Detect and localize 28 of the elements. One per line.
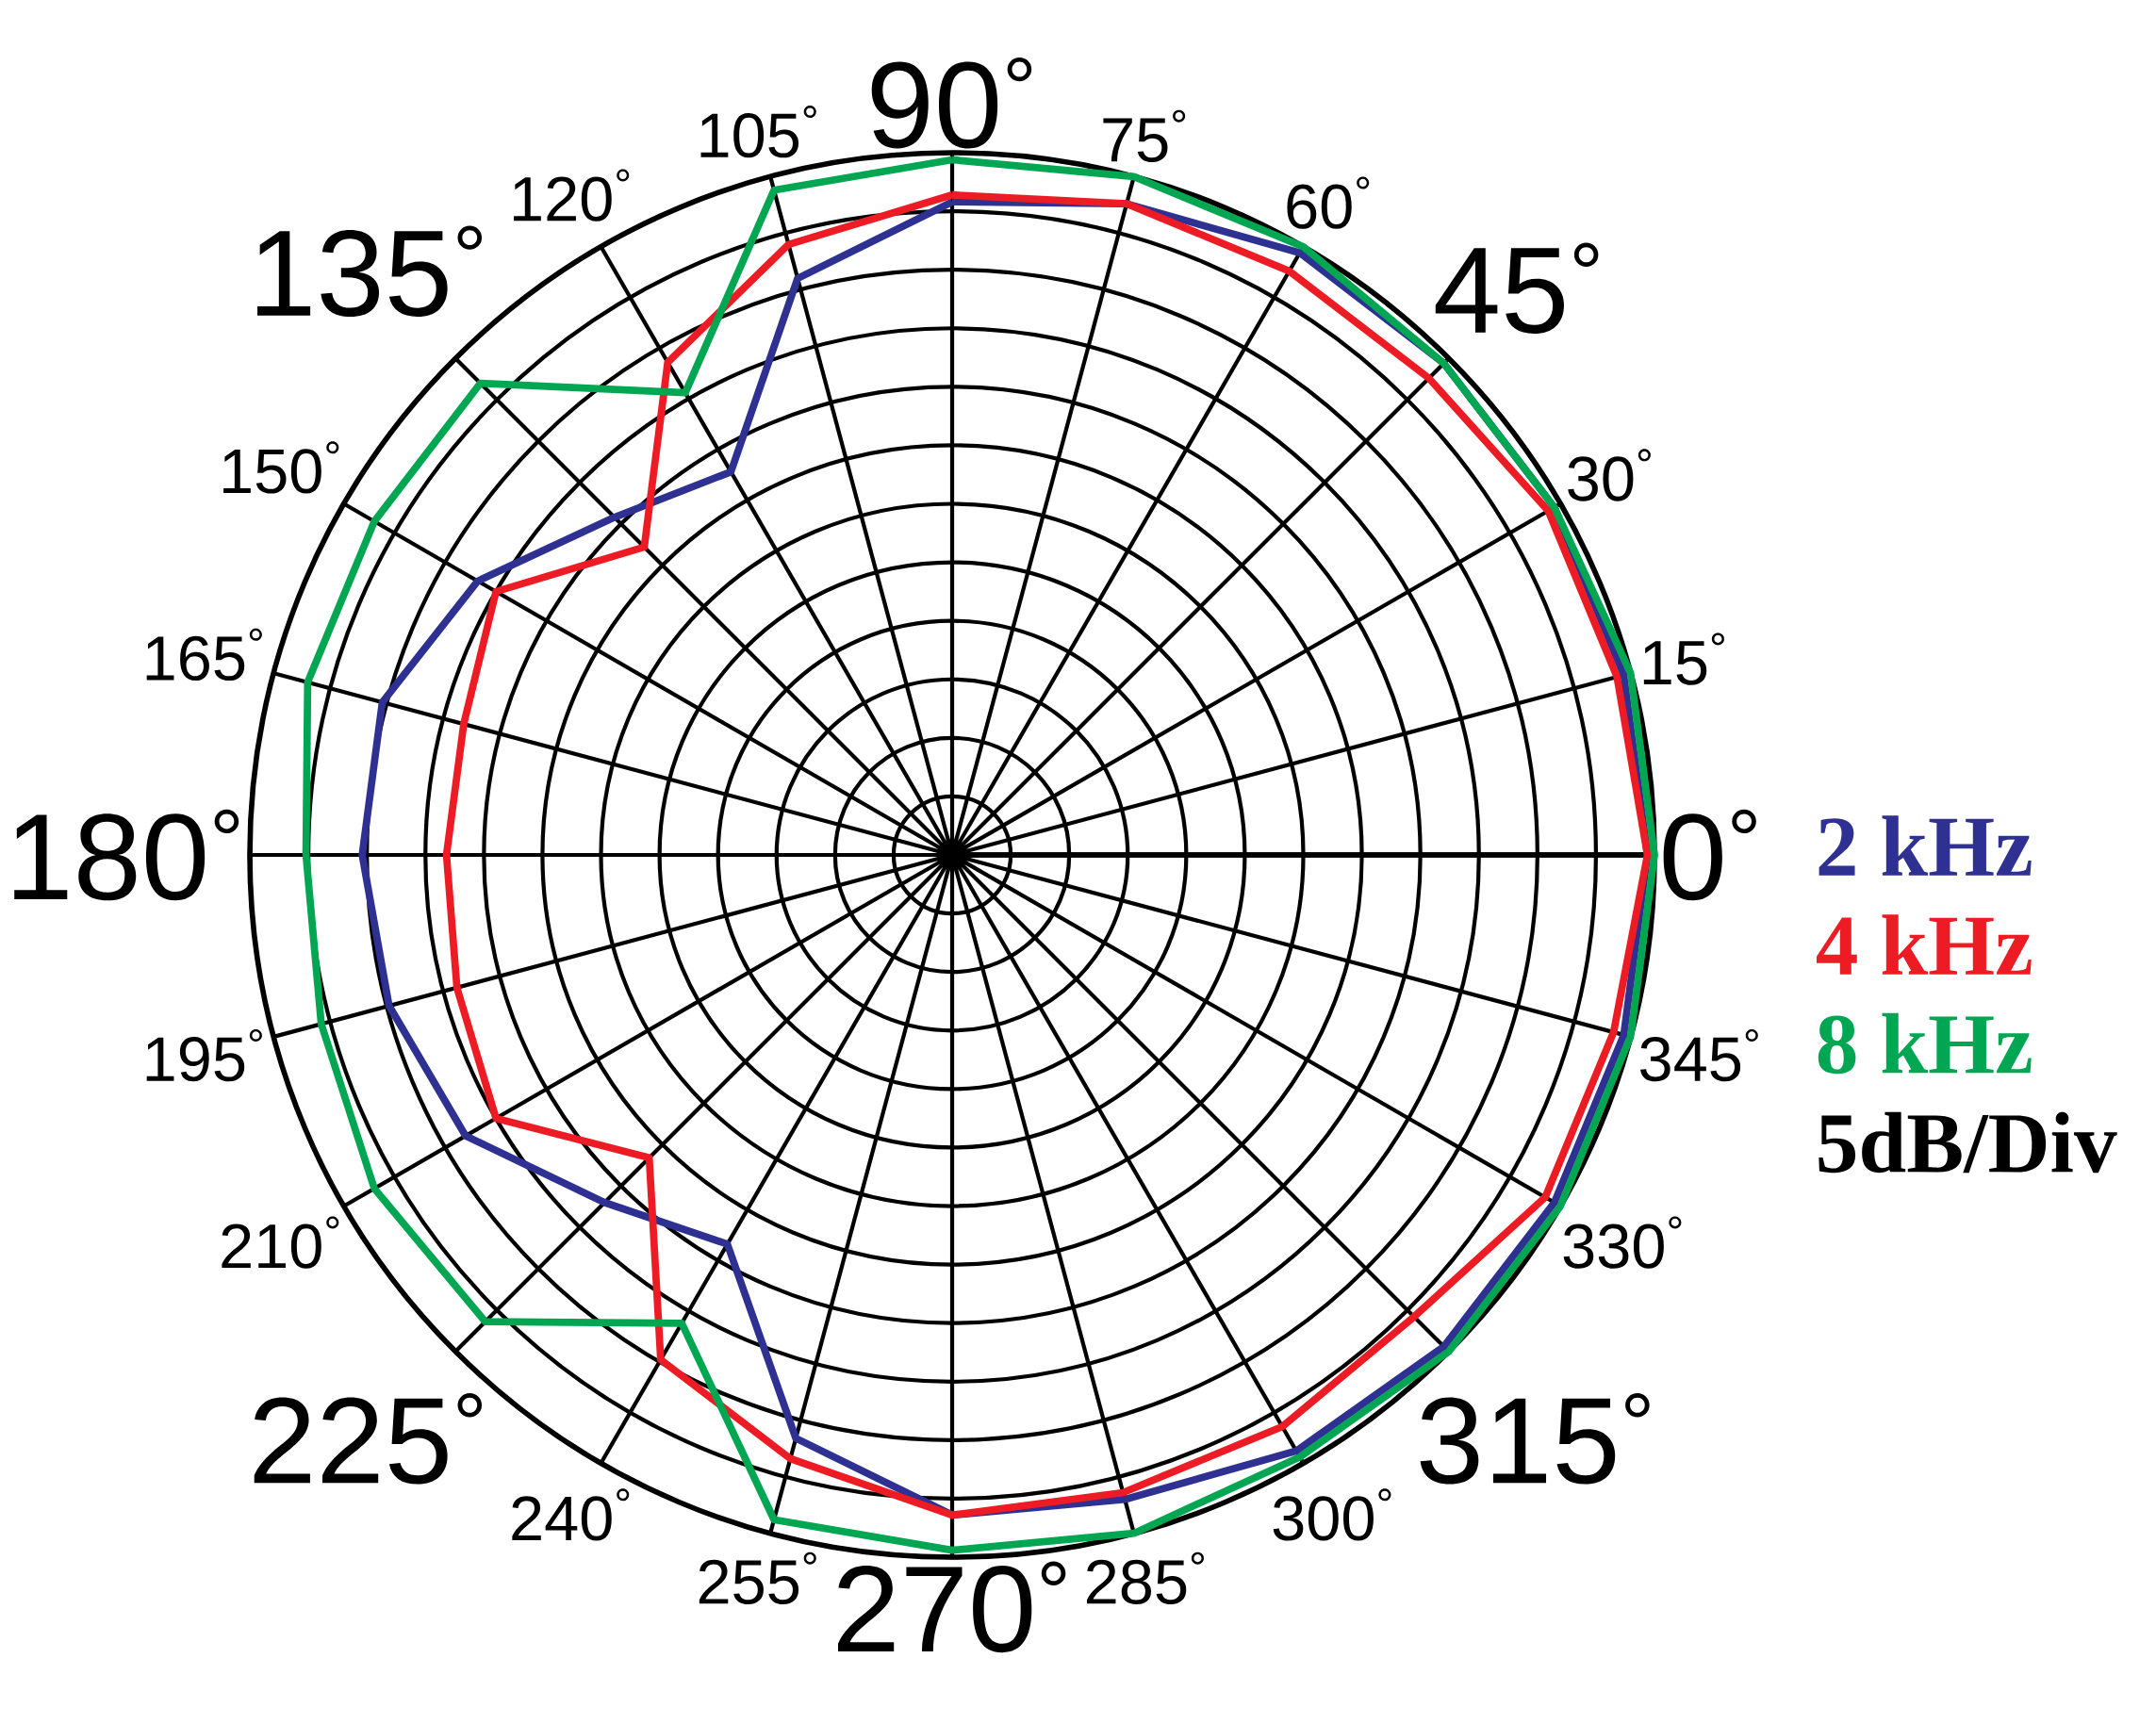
spoke-label: 165$^{°}$ <box>146 628 262 681</box>
spoke-label: 330$^{°}$ <box>1563 1216 1682 1269</box>
spoke-label: 75$^{°}$ <box>1103 109 1186 163</box>
spoke-label: 30$^{°}$ <box>1568 449 1651 501</box>
spoke-label: 180$^{°}$ <box>14 809 239 901</box>
spoke-label: 45$^{°}$ <box>1435 242 1599 335</box>
spoke-label: 300$^{°}$ <box>1273 1488 1391 1541</box>
spoke-label: 0$^{°}$ <box>1663 809 1756 901</box>
text: 8 kHz <box>1818 1012 2032 1075</box>
spoke-label: 150$^{°}$ <box>223 441 339 494</box>
spoke-label: 105$^{°}$ <box>700 106 816 158</box>
spoke-label: 210$^{°}$ <box>222 1216 339 1269</box>
text: 5dB/Div <box>1819 1111 2117 1174</box>
spoke-label: 15$^{°}$ <box>1643 632 1724 685</box>
spoke-label: 120$^{°}$ <box>514 169 630 222</box>
spoke-label: 240$^{°}$ <box>512 1488 630 1541</box>
spoke-label: 195$^{°}$ <box>146 1028 262 1082</box>
spoke-label: 225$^{°}$ <box>254 1393 483 1485</box>
spoke-label: 285$^{°}$ <box>1087 1552 1204 1605</box>
spoke-label: 135$^{°}$ <box>257 225 483 317</box>
spoke-label: 60$^{°}$ <box>1287 176 1370 229</box>
spoke-label: 270$^{°}$ <box>838 1561 1066 1653</box>
spoke-label: 345$^{°}$ <box>1640 1028 1758 1082</box>
series-label: 2 kHz <box>1819 815 2032 876</box>
spoke-label: 255$^{°}$ <box>699 1552 816 1605</box>
spoke-label: 90$^{°}$ <box>871 57 1032 149</box>
text: 4 kHz <box>1817 914 2032 975</box>
spoke-label: 315$^{°}$ <box>1420 1393 1650 1485</box>
